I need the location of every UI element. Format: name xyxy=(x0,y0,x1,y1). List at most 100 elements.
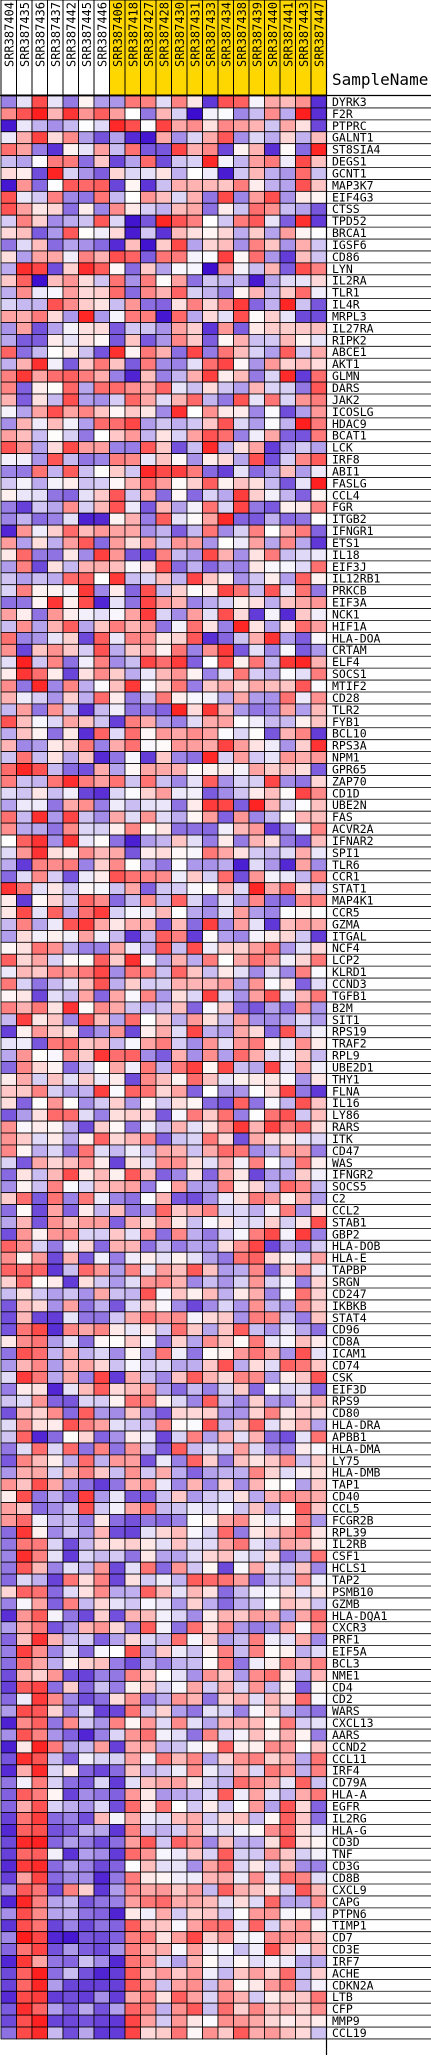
heatmap-cell xyxy=(124,786,141,800)
heatmap-cell xyxy=(31,1359,48,1372)
heatmap-cell xyxy=(78,643,95,657)
heatmap-cell xyxy=(109,2014,126,2028)
heatmap-cell xyxy=(186,488,203,502)
heatmap-cell xyxy=(171,1311,188,1325)
heatmap-cell xyxy=(310,1847,327,1861)
heatmap-cell xyxy=(62,2026,79,2040)
heatmap-cell xyxy=(140,1859,157,1873)
heatmap-cell xyxy=(217,1490,234,1503)
heatmap-cell xyxy=(16,524,33,538)
heatmap-cell xyxy=(93,381,110,395)
heatmap-cell xyxy=(31,1835,48,1849)
heatmap-cell xyxy=(62,1394,79,1408)
heatmap-cell xyxy=(186,1537,203,1551)
heatmap-cell xyxy=(124,1514,141,1527)
heatmap-cell xyxy=(295,548,312,562)
heatmap-cell xyxy=(140,894,157,907)
heatmap-cell xyxy=(140,2026,157,2040)
heatmap-cell xyxy=(0,1752,17,1766)
heatmap-cell xyxy=(217,1084,234,1098)
heatmap-cell xyxy=(295,1108,312,1122)
row-label: CD40 xyxy=(332,1490,360,1504)
heatmap-cell xyxy=(62,310,79,323)
heatmap-cell xyxy=(248,143,265,156)
heatmap-cell xyxy=(93,1680,110,1694)
row-label: PRF1 xyxy=(332,1633,360,1647)
row-label: PRKCB xyxy=(332,584,367,598)
heatmap-cell xyxy=(140,691,157,705)
row-label: IL2RA xyxy=(332,274,367,288)
row-label: NPM1 xyxy=(332,751,360,765)
heatmap-cell xyxy=(62,536,79,550)
heatmap-cell xyxy=(202,417,219,431)
heatmap-cell xyxy=(186,1371,203,1384)
heatmap-cell xyxy=(31,953,48,967)
heatmap-cell xyxy=(279,1597,296,1611)
heatmap-cell xyxy=(109,202,126,216)
row-label: IFNGR2 xyxy=(332,1168,374,1182)
heatmap-cell xyxy=(62,1752,79,1766)
heatmap-cell xyxy=(295,1049,312,1062)
heatmap-cell xyxy=(155,1669,172,1682)
row-label: CCND3 xyxy=(332,977,367,991)
heatmap-cell xyxy=(93,965,110,979)
heatmap-cell xyxy=(217,608,234,621)
heatmap-cell xyxy=(78,1835,95,1849)
heatmap-cell xyxy=(171,822,188,836)
heatmap-cell xyxy=(16,1752,33,1766)
heatmap-cell xyxy=(62,1895,79,1909)
heatmap-cell xyxy=(171,2014,188,2028)
heatmap-cell xyxy=(47,1847,64,1861)
heatmap-cell xyxy=(62,1919,79,1933)
heatmap-cell xyxy=(217,1192,234,1205)
heatmap-cell xyxy=(47,250,64,264)
heatmap-cell xyxy=(171,703,188,717)
heatmap-cell xyxy=(31,357,48,371)
heatmap-cell xyxy=(264,1728,281,1742)
heatmap-cell xyxy=(16,214,33,228)
heatmap-cell xyxy=(62,1990,79,2004)
heatmap-cell xyxy=(78,751,95,764)
heatmap-cell xyxy=(217,1907,234,1921)
heatmap-cell xyxy=(155,1740,172,1754)
heatmap-cell xyxy=(0,1835,17,1849)
heatmap-cell xyxy=(171,1323,188,1337)
heatmap-cell xyxy=(0,1943,17,1956)
heatmap-cell xyxy=(279,989,296,1003)
heatmap-cell xyxy=(233,1168,250,1182)
heatmap-cell xyxy=(202,1108,219,1122)
heatmap-cell xyxy=(0,1168,17,1182)
heatmap-cell xyxy=(217,1013,234,1027)
heatmap-cell xyxy=(31,786,48,800)
heatmap-cell xyxy=(0,1049,17,1062)
heatmap-cell xyxy=(310,560,327,574)
row-label: BCL3 xyxy=(332,1656,360,1670)
heatmap-cell xyxy=(93,691,110,705)
heatmap-cell xyxy=(16,930,33,943)
heatmap-cell xyxy=(78,1144,95,1158)
heatmap-cell xyxy=(47,441,64,454)
heatmap-cell xyxy=(140,131,157,145)
heatmap-cell xyxy=(16,1597,33,1611)
heatmap-cell xyxy=(171,810,188,824)
heatmap-cell xyxy=(171,715,188,729)
heatmap-cell xyxy=(248,1955,265,1968)
row-label: JAK2 xyxy=(332,393,360,407)
heatmap-cell xyxy=(295,739,312,752)
heatmap-cell xyxy=(0,1609,17,1623)
heatmap-cell xyxy=(155,1096,172,1110)
heatmap-cell xyxy=(217,703,234,717)
heatmap-cell xyxy=(62,810,79,824)
heatmap-cell xyxy=(202,1299,219,1313)
heatmap-cell xyxy=(186,1907,203,1921)
heatmap-cell xyxy=(155,1514,172,1527)
heatmap-cell xyxy=(264,1156,281,1170)
heatmap-cell xyxy=(310,1514,327,1527)
heatmap-cell xyxy=(233,918,250,931)
heatmap-cell xyxy=(62,1633,79,1647)
heatmap-cell xyxy=(16,1287,33,1301)
heatmap-cell xyxy=(248,894,265,907)
heatmap-cell xyxy=(248,918,265,931)
heatmap-cell xyxy=(16,1132,33,1146)
heatmap-cell xyxy=(264,1514,281,1527)
